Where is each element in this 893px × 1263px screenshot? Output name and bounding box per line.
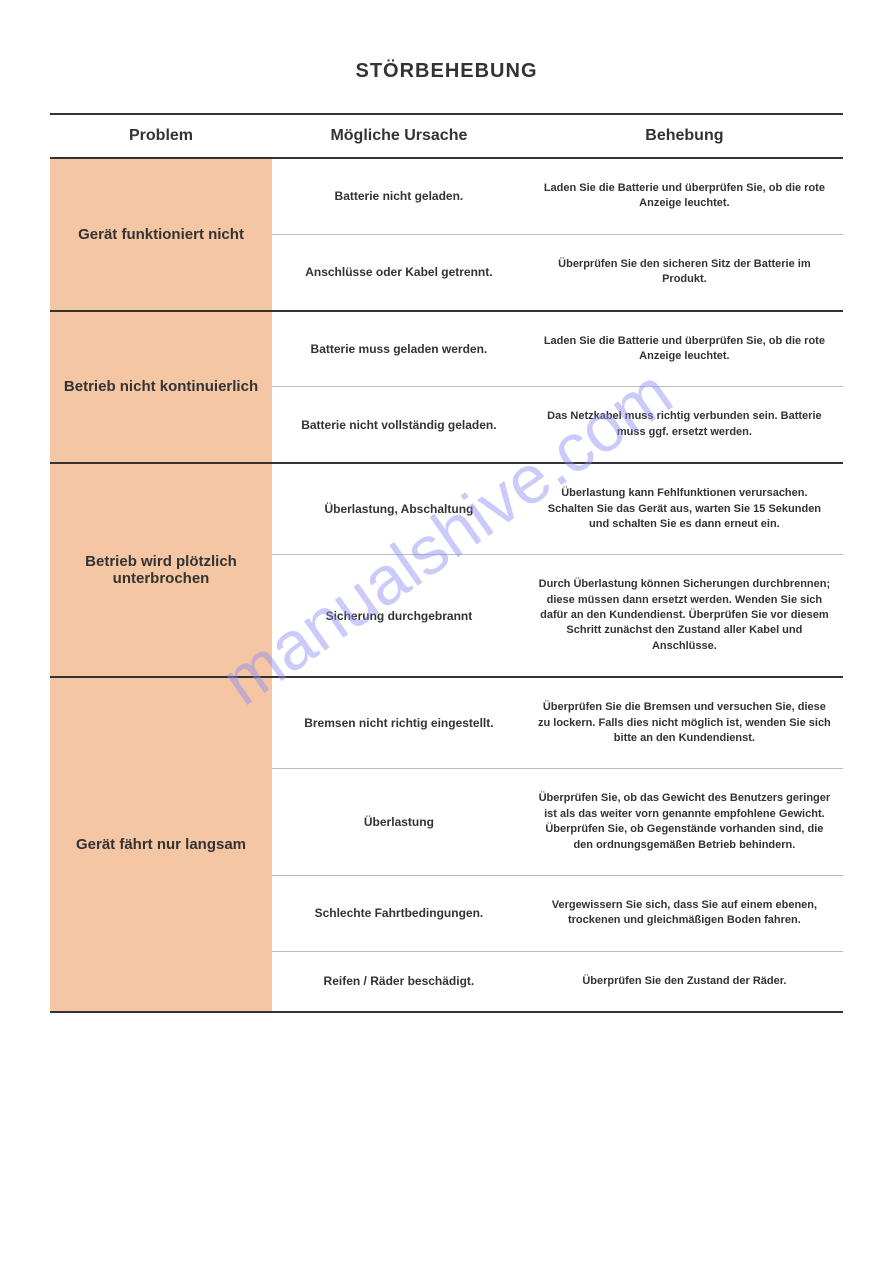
- problem-cell: Gerät funktioniert nicht: [50, 158, 272, 311]
- cause-cell: Reifen / Räder beschädigt.: [272, 951, 526, 1012]
- troubleshoot-table: Problem Mögliche Ursache Behebung Gerät …: [50, 113, 843, 1013]
- fix-cell: Laden Sie die Batterie und überprüfen Si…: [526, 311, 843, 387]
- fix-cell: Überprüfen Sie den sicheren Sitz der Bat…: [526, 234, 843, 310]
- fix-cell: Durch Überlastung können Sicherungen dur…: [526, 555, 843, 677]
- table-row: Betrieb nicht kontinuierlich Batterie mu…: [50, 311, 843, 387]
- page-title: STÖRBEHEBUNG: [50, 60, 843, 83]
- cause-cell: Schlechte Fahrtbedingungen.: [272, 875, 526, 951]
- cause-cell: Bremsen nicht richtig eingestellt.: [272, 677, 526, 769]
- problem-cell: Betrieb wird plötzlich unterbrochen: [50, 463, 272, 677]
- table-row: Gerät fährt nur langsam Bremsen nicht ri…: [50, 677, 843, 769]
- cause-cell: Batterie nicht geladen.: [272, 158, 526, 234]
- fix-cell: Überprüfen Sie die Bremsen und versuchen…: [526, 677, 843, 769]
- problem-cell: Gerät fährt nur langsam: [50, 677, 272, 1012]
- cause-cell: Überlastung: [272, 769, 526, 876]
- table-header-row: Problem Mögliche Ursache Behebung: [50, 114, 843, 158]
- header-fix: Behebung: [526, 114, 843, 158]
- fix-cell: Überprüfen Sie den Zustand der Räder.: [526, 951, 843, 1012]
- header-cause: Mögliche Ursache: [272, 114, 526, 158]
- problem-cell: Betrieb nicht kontinuierlich: [50, 311, 272, 464]
- cause-cell: Batterie nicht vollständig geladen.: [272, 387, 526, 463]
- table-row: Gerät funktioniert nicht Batterie nicht …: [50, 158, 843, 234]
- header-problem: Problem: [50, 114, 272, 158]
- cause-cell: Sicherung durchgebrannt: [272, 555, 526, 677]
- fix-cell: Laden Sie die Batterie und überprüfen Si…: [526, 158, 843, 234]
- cause-cell: Batterie muss geladen werden.: [272, 311, 526, 387]
- table-row: Betrieb wird plötzlich unterbrochen Über…: [50, 463, 843, 555]
- cause-cell: Anschlüsse oder Kabel getrennt.: [272, 234, 526, 310]
- cause-cell: Überlastung, Abschaltung: [272, 463, 526, 555]
- fix-cell: Das Netzkabel muss richtig verbunden sei…: [526, 387, 843, 463]
- fix-cell: Überprüfen Sie, ob das Gewicht des Benut…: [526, 769, 843, 876]
- fix-cell: Vergewissern Sie sich, dass Sie auf eine…: [526, 875, 843, 951]
- fix-cell: Überlastung kann Fehlfunktionen verursac…: [526, 463, 843, 555]
